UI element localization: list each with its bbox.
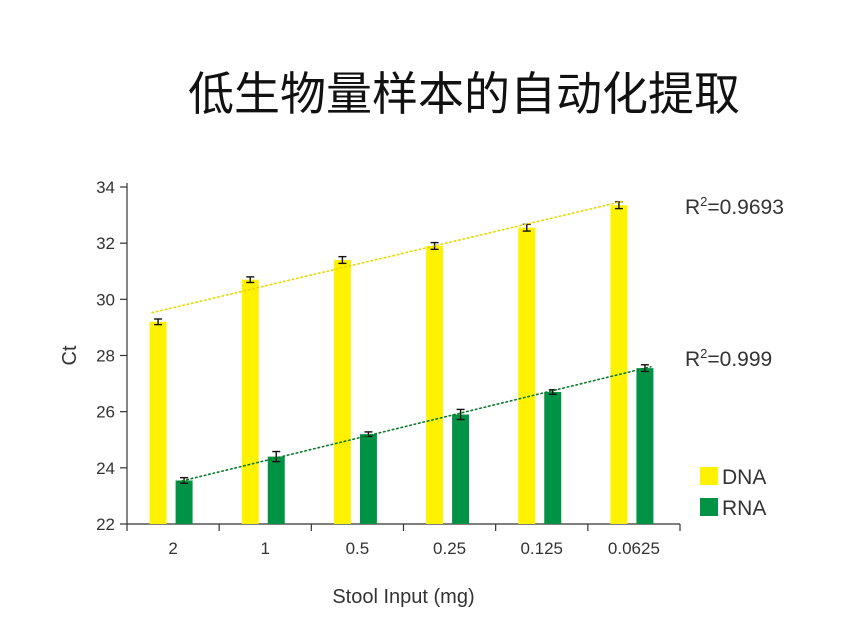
x-tick-label: 0.25 [433,539,466,558]
bar-dna [426,245,444,524]
trendline-dna [151,200,626,314]
bar-rna [452,414,470,524]
trendline-rna [177,365,652,483]
legend-label-rna: RNA [722,497,766,520]
legend-label-dna: DNA [722,466,766,489]
legend-swatch-rna [700,498,718,516]
x-axis-label: Stool Input (mg) [332,586,474,608]
bar-rna [359,434,377,524]
bar-rna [175,480,193,524]
chart-title: 低生物量样本的自动化提取 [188,67,740,121]
bar-dna [333,260,351,524]
x-tick-label: 0.0625 [608,539,660,558]
bar-rna [544,392,562,524]
bar-dna [610,205,628,525]
y-axis-label: Ct [59,345,81,365]
y-tick-label: 32 [96,234,115,253]
legend-swatch-dna [700,467,718,485]
y-tick-label: 34 [96,178,115,197]
bar-rna [636,368,654,524]
bar-dna [241,279,259,524]
x-tick-label: 0.5 [346,539,370,558]
y-tick-label: 28 [96,347,115,366]
bar-rna [267,456,285,524]
y-tick-label: 26 [96,403,115,422]
bar-dna [518,227,536,525]
x-tick-label: 0.125 [520,539,563,558]
y-tick-label: 24 [96,459,115,478]
x-tick-label: 2 [168,539,177,558]
y-tick-label: 22 [96,515,115,534]
bar-dna [149,321,167,524]
x-tick-label: 1 [261,539,270,558]
y-tick-label: 30 [96,290,115,309]
r-squared-label: R2=0.999 [685,346,772,371]
r-squared-label: R2=0.9693 [685,194,784,219]
